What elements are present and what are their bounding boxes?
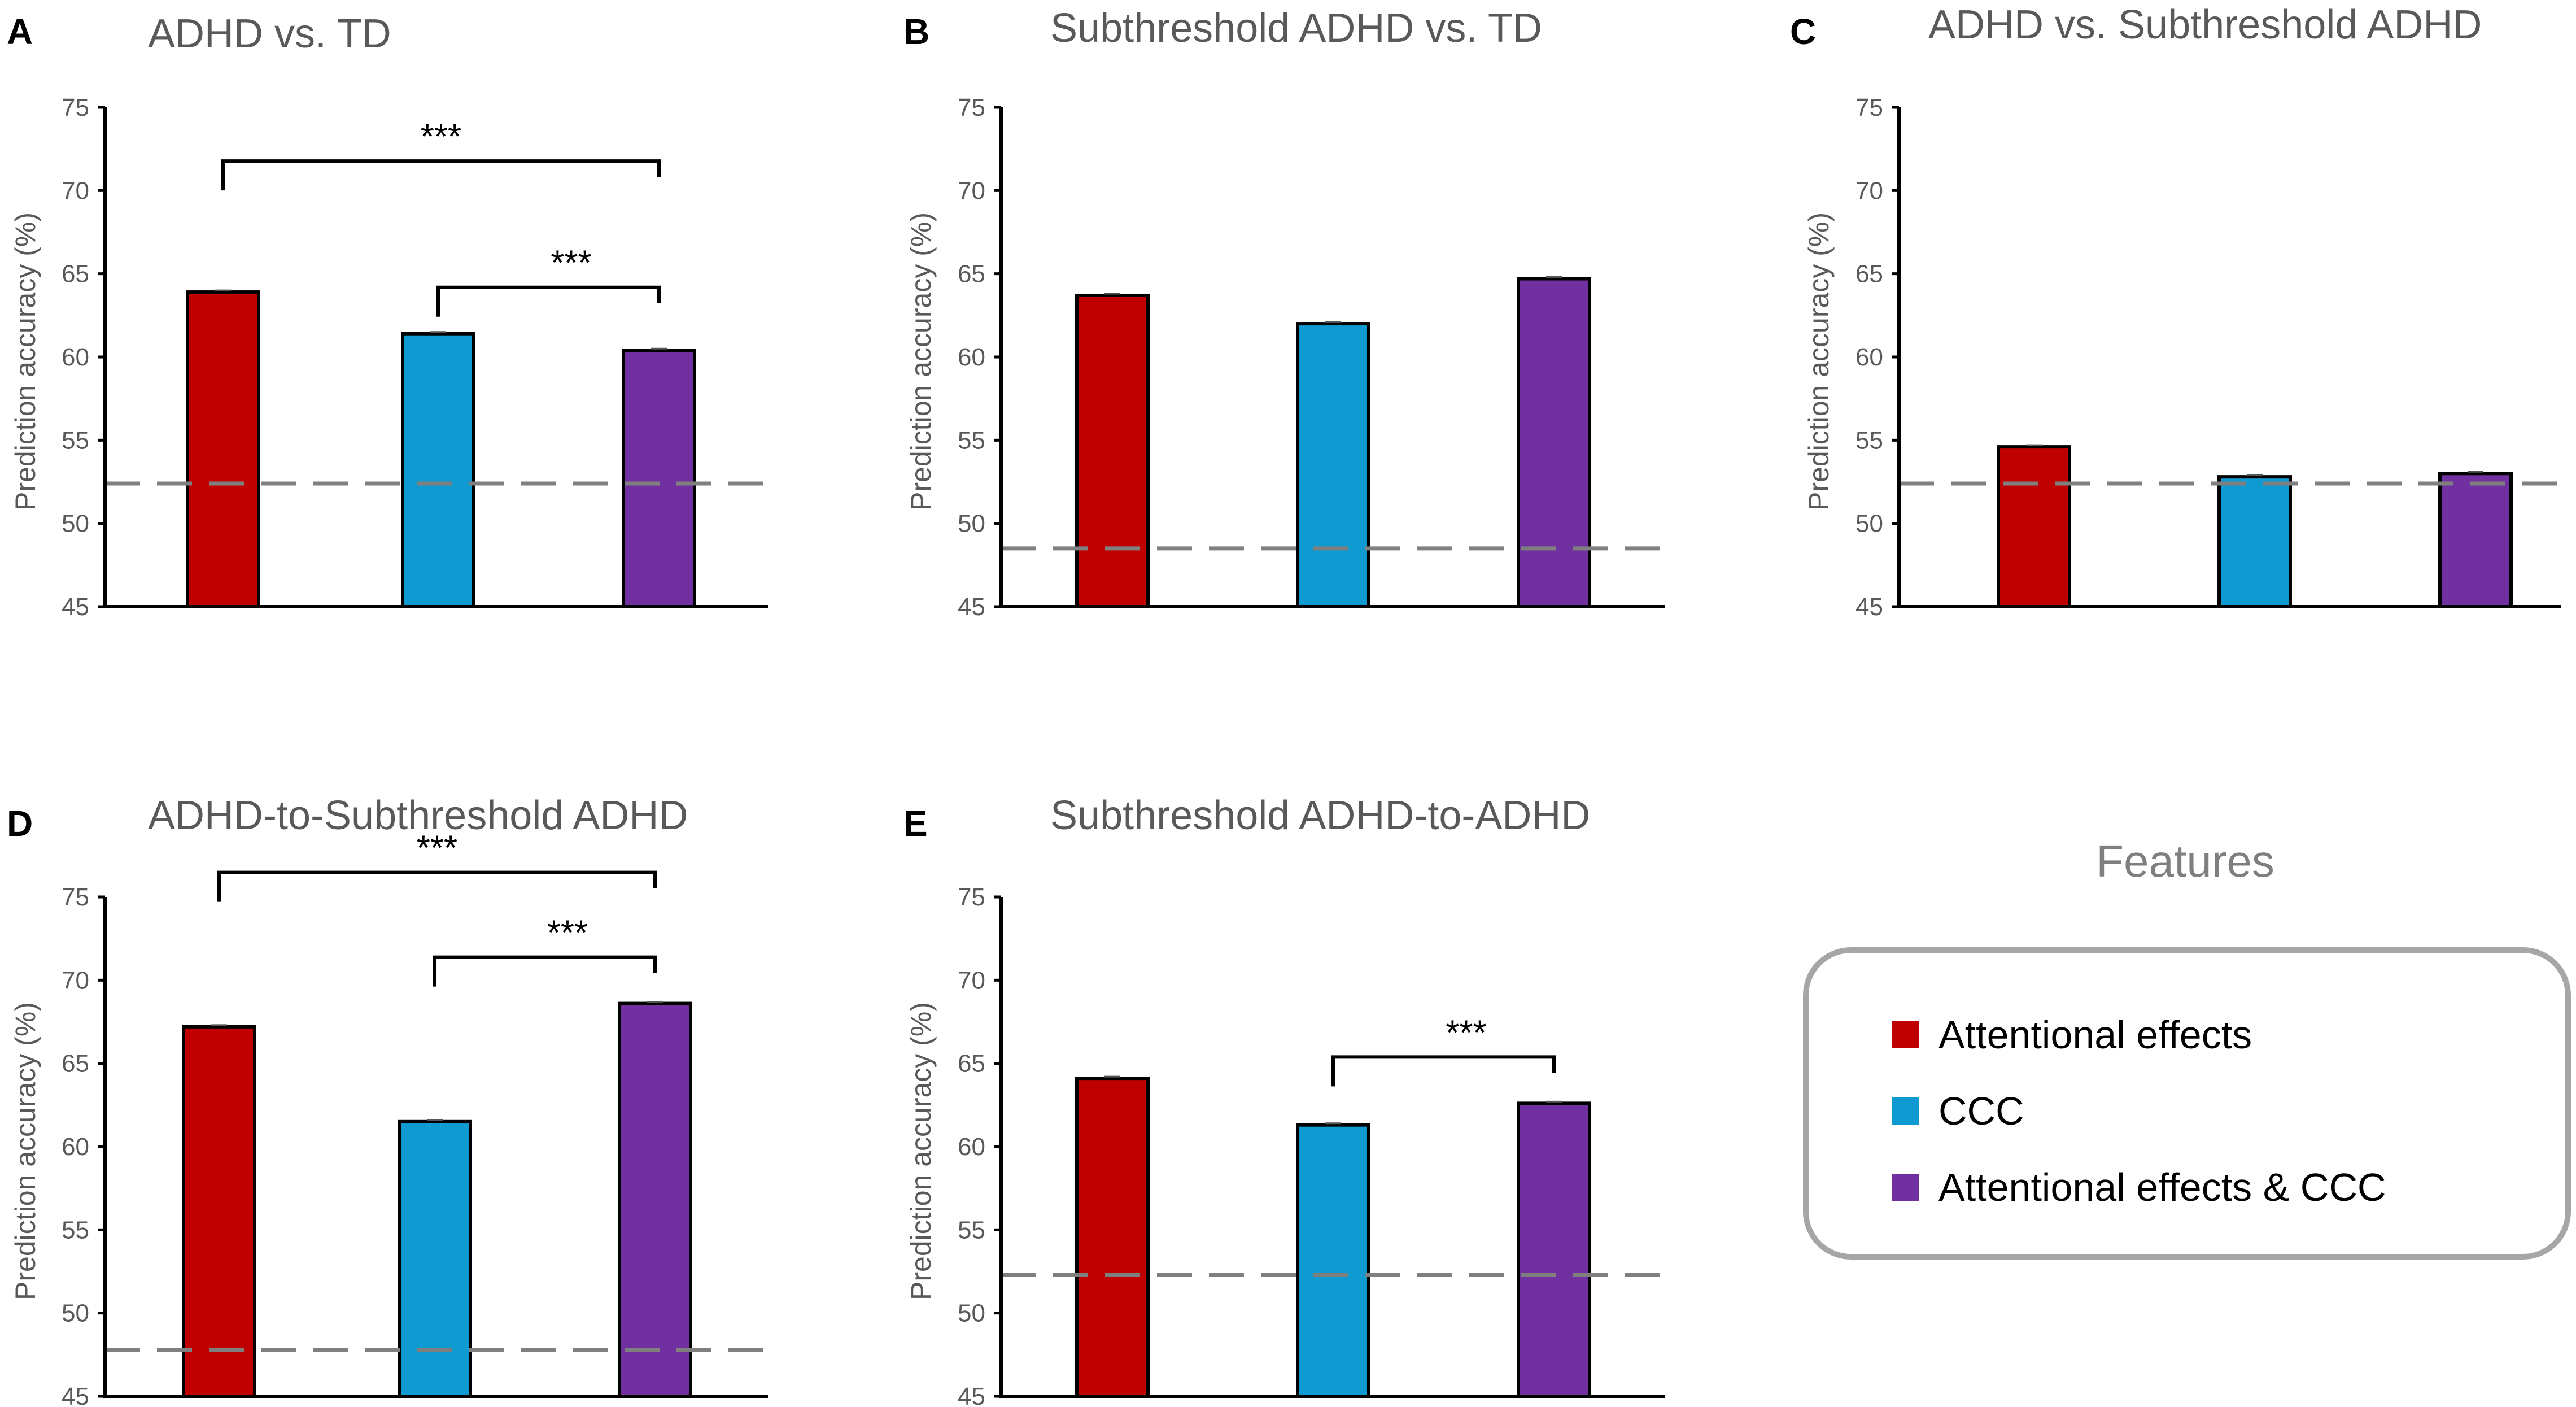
- panel-d: D ADHD-to-Subthreshold ADHD Prediction a…: [7, 793, 768, 1407]
- panel-c-bar-attentional-effects: [1997, 445, 2071, 608]
- panel-e-bar-attentional-effects-and-ccc: [1517, 1101, 1591, 1399]
- panel-d-y-tick-label: 70: [62, 966, 89, 994]
- panel-e-title: Subthreshold ADHD-to-ADHD: [1050, 793, 1590, 838]
- panel-e-letter: E: [903, 803, 928, 844]
- panel-b-y-tick-label: 50: [958, 510, 985, 538]
- panel-a-significance-bracket: [436, 285, 661, 317]
- panel-a-y-tick-label: 55: [62, 426, 89, 454]
- panel-d-bar-ccc: [398, 1119, 472, 1399]
- panel-c-y-tick-label: 75: [1855, 94, 1883, 121]
- panel-a-y-tick-label: 60: [62, 343, 89, 371]
- panel-b-y-axis-title: Prediction accuracy (%): [905, 212, 937, 511]
- panel-c-y-tick-label: 50: [1855, 510, 1883, 538]
- panel-c-y-tick-label: 70: [1855, 177, 1883, 204]
- panel-e-y-tick-label: 60: [958, 1133, 985, 1161]
- panel-d-significance-label: ***: [547, 914, 588, 953]
- panel-b-y-tick-label: 75: [958, 94, 985, 121]
- panel-d-y-tick-label: 60: [62, 1133, 89, 1161]
- panel-d-title: ADHD-to-Subthreshold ADHD: [148, 793, 688, 838]
- legend-label-attentional-effects: Attentional effects: [1938, 1013, 2252, 1057]
- panel-d-significance-bracket: [217, 870, 657, 902]
- panel-b-title: Subthreshold ADHD vs. TD: [1050, 6, 1542, 51]
- panel-a-y-axis-title: Prediction accuracy (%): [10, 212, 41, 511]
- panel-a-significance-label: ***: [551, 244, 591, 283]
- panel-b-plot: 45 50 55 60 65 70 75: [958, 94, 1665, 621]
- panel-b-bar-ccc: [1296, 322, 1370, 608]
- panel-b-y-tick-label: 60: [958, 343, 985, 371]
- legend-box: [1803, 947, 2571, 1260]
- legend-swatch-ccc: [1892, 1097, 1919, 1125]
- panel-c-letter: C: [1790, 11, 1816, 52]
- panel-e-y-tick-label: 65: [958, 1050, 985, 1078]
- legend-swatch-attentional-effects-and-ccc: [1892, 1174, 1919, 1201]
- panel-e-bar-attentional-effects: [1075, 1077, 1150, 1398]
- panel-d-y-tick-label: 55: [62, 1216, 89, 1244]
- panel-d-y-tick-label: 75: [62, 883, 89, 911]
- panel-d-y-tick-label: 45: [62, 1383, 89, 1407]
- panel-e-y-axis-title: Prediction accuracy (%): [905, 1002, 937, 1300]
- panel-e-y-tick-label: 50: [958, 1300, 985, 1327]
- panel-d-y-tick-label: 65: [62, 1050, 89, 1078]
- panel-a-title: ADHD vs. TD: [148, 11, 391, 56]
- panel-b-letter: B: [903, 11, 929, 52]
- panel-e-significance-label: ***: [1446, 1013, 1486, 1052]
- panel-a-y-tick-label: 50: [62, 510, 89, 538]
- panel-c-bar-ccc: [2217, 475, 2292, 608]
- panel-e-y-tick-label: 70: [958, 966, 985, 994]
- panel-a: A ADHD vs. TD Prediction accuracy (%) 45…: [7, 11, 768, 621]
- panel-b: B Subthreshold ADHD vs. TD Prediction ac…: [903, 6, 1665, 621]
- panel-e-y-tick-label: 45: [958, 1383, 985, 1407]
- panel-d-significance-label: ***: [417, 829, 457, 868]
- panel-e-y-tick-label: 75: [958, 883, 985, 911]
- panel-e-y-tick-label: 55: [958, 1216, 985, 1244]
- panel-a-significance-label: ***: [421, 117, 461, 156]
- panel-c-y-tick-label: 45: [1855, 593, 1883, 621]
- panel-d-plot: 45 50 55 60 65 70 75 *** ***: [62, 829, 768, 1407]
- panel-b-y-tick-label: 55: [958, 426, 985, 454]
- panel-d-y-tick-label: 50: [62, 1300, 89, 1327]
- legend-label-ccc: CCC: [1938, 1089, 2024, 1133]
- panel-b-y-tick-label: 65: [958, 260, 985, 288]
- panel-c-y-tick-label: 65: [1855, 260, 1883, 288]
- panel-c-plot: 45 50 55 60 65 70 75: [1855, 94, 2561, 621]
- panel-a-plot: 45 50 55 60 65 70 75 *** ***: [62, 94, 768, 621]
- panel-a-y-tick-label: 70: [62, 177, 89, 204]
- panel-b-bar-attentional-effects-and-ccc: [1517, 277, 1591, 608]
- panel-d-letter: D: [7, 803, 33, 844]
- legend-label-attentional-effects-and-ccc: Attentional effects & CCC: [1938, 1165, 2386, 1209]
- panel-b-y-tick-label: 70: [958, 177, 985, 204]
- panel-d-bar-attentional-effects-and-ccc: [618, 1001, 692, 1398]
- panel-a-bar-attentional-effects-and-ccc: [622, 349, 696, 608]
- panel-a-bar-attentional-effects: [186, 290, 260, 608]
- legend: Features Attentional effects CCC Attenti…: [1803, 836, 2571, 1260]
- panel-a-y-tick-label: 65: [62, 260, 89, 288]
- panel-d-bar-attentional-effects: [182, 1025, 256, 1398]
- panel-e-plot: 45 50 55 60 65 70 75 ***: [958, 883, 1665, 1407]
- panel-d-y-axis-title: Prediction accuracy (%): [10, 1002, 41, 1300]
- panel-a-bar-ccc: [401, 332, 475, 608]
- panel-e-significance-bracket: [1331, 1055, 1556, 1087]
- panel-c: C ADHD vs. Subthreshold ADHD Prediction …: [1790, 2, 2561, 621]
- panel-c-bar-attentional-effects-and-ccc: [2438, 472, 2513, 608]
- legend-swatch-attentional-effects: [1892, 1021, 1919, 1048]
- panel-a-significance-bracket: [221, 159, 661, 191]
- panel-a-y-tick-label: 45: [62, 593, 89, 621]
- panel-c-title: ADHD vs. Subthreshold ADHD: [1928, 2, 2482, 47]
- panel-e-bar-ccc: [1296, 1123, 1370, 1399]
- legend-title: Features: [2096, 836, 2274, 886]
- panel-c-y-tick-label: 55: [1855, 426, 1883, 454]
- panel-e: E Subthreshold ADHD-to-ADHD Prediction a…: [903, 793, 1665, 1407]
- panel-b-bar-attentional-effects: [1075, 293, 1150, 608]
- panel-a-y-tick-label: 75: [62, 94, 89, 121]
- panel-b-y-tick-label: 45: [958, 593, 985, 621]
- panel-c-y-axis-title: Prediction accuracy (%): [1803, 212, 1835, 511]
- panel-c-y-tick-label: 60: [1855, 343, 1883, 371]
- panel-d-significance-bracket: [433, 955, 657, 987]
- panel-a-letter: A: [7, 11, 33, 52]
